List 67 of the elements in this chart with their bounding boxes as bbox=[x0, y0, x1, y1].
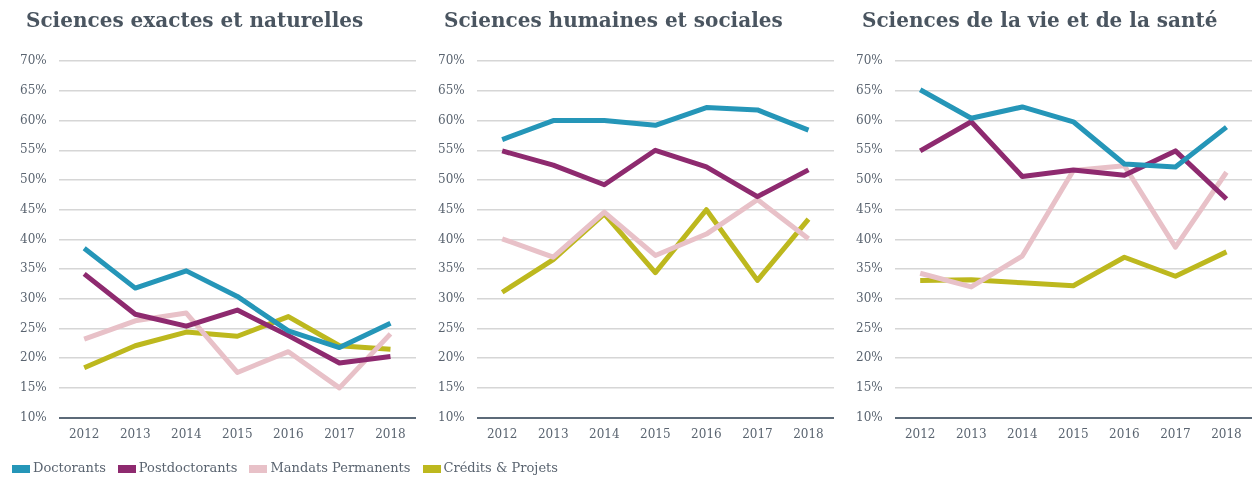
x-tick-label: 2017 bbox=[324, 426, 355, 441]
y-tick-label: 20% bbox=[20, 350, 47, 365]
x-tick-label: 2016 bbox=[691, 426, 722, 441]
y-tick-label: 25% bbox=[856, 320, 883, 335]
y-tick-label: 45% bbox=[20, 201, 47, 216]
x-tick-label: 2018 bbox=[1211, 426, 1242, 441]
y-tick-label: 60% bbox=[20, 112, 47, 127]
y-tick-label: 20% bbox=[438, 350, 465, 365]
x-tick-label: 2016 bbox=[273, 426, 304, 441]
x-tick-label: 2012 bbox=[68, 426, 100, 441]
y-tick-label: 70% bbox=[20, 53, 47, 68]
chart-title: Sciences humaines et sociales bbox=[444, 8, 784, 34]
y-tick-label: 35% bbox=[438, 261, 465, 276]
x-tick-label: 2015 bbox=[640, 426, 671, 441]
x-tick-label: 2015 bbox=[1058, 426, 1089, 441]
y-tick-label: 35% bbox=[20, 261, 47, 276]
x-tick-label: 2013 bbox=[955, 426, 987, 441]
y-tick-label: 30% bbox=[438, 290, 465, 305]
y-tick-label: 50% bbox=[856, 172, 883, 187]
legend-label: Doctorants bbox=[33, 460, 106, 475]
y-tick-label: 60% bbox=[438, 112, 465, 127]
x-tick-label: 2016 bbox=[1109, 426, 1140, 441]
x-tick-label: 2012 bbox=[904, 426, 936, 441]
x-tick-label: 2014 bbox=[589, 426, 620, 441]
y-tick-label: 70% bbox=[438, 53, 465, 68]
legend-label: Postdoctorants bbox=[138, 460, 238, 475]
y-tick-label: 55% bbox=[856, 142, 883, 157]
x-tick-label: 2015 bbox=[222, 426, 253, 441]
y-tick-label: 15% bbox=[438, 380, 465, 395]
x-tick-label: 2018 bbox=[375, 426, 406, 441]
legend-label: Crédits & Projets bbox=[443, 460, 558, 475]
x-tick-label: 2018 bbox=[793, 426, 824, 441]
legend-label: Mandats Permanents bbox=[270, 460, 411, 475]
y-tick-label: 40% bbox=[20, 231, 47, 246]
y-tick-label: 40% bbox=[856, 231, 883, 246]
y-tick-label: 45% bbox=[438, 201, 465, 216]
y-tick-label: 65% bbox=[20, 83, 47, 98]
x-tick-label: 2014 bbox=[171, 426, 202, 441]
y-tick-label: 10% bbox=[20, 409, 47, 424]
y-tick-label: 40% bbox=[438, 231, 465, 246]
y-tick-label: 15% bbox=[856, 380, 883, 395]
y-tick-label: 20% bbox=[856, 350, 883, 365]
y-tick-label: 55% bbox=[20, 142, 47, 157]
x-tick-label: 2014 bbox=[1007, 426, 1038, 441]
y-tick-label: 15% bbox=[20, 380, 47, 395]
y-tick-label: 50% bbox=[20, 172, 47, 187]
x-tick-label: 2013 bbox=[537, 426, 569, 441]
x-tick-label: 2017 bbox=[1160, 426, 1191, 441]
chart-title: Sciences de la vie et de la santé bbox=[862, 8, 1219, 34]
y-tick-label: 50% bbox=[438, 172, 465, 187]
y-tick-label: 65% bbox=[438, 83, 465, 98]
y-tick-label: 35% bbox=[856, 261, 883, 276]
y-tick-label: 30% bbox=[20, 290, 47, 305]
y-tick-label: 10% bbox=[856, 409, 883, 424]
y-tick-label: 30% bbox=[856, 290, 883, 305]
x-tick-label: 2012 bbox=[486, 426, 518, 441]
y-tick-label: 70% bbox=[856, 53, 883, 68]
y-tick-label: 65% bbox=[856, 83, 883, 98]
y-tick-label: 45% bbox=[856, 201, 883, 216]
y-tick-label: 10% bbox=[438, 409, 465, 424]
y-tick-label: 55% bbox=[438, 142, 465, 157]
y-tick-label: 25% bbox=[20, 320, 47, 335]
y-tick-label: 25% bbox=[438, 320, 465, 335]
y-tick-label: 60% bbox=[856, 112, 883, 127]
x-tick-label: 2013 bbox=[119, 426, 151, 441]
x-tick-label: 2017 bbox=[742, 426, 773, 441]
chart-title: Sciences exactes et naturelles bbox=[26, 8, 365, 34]
